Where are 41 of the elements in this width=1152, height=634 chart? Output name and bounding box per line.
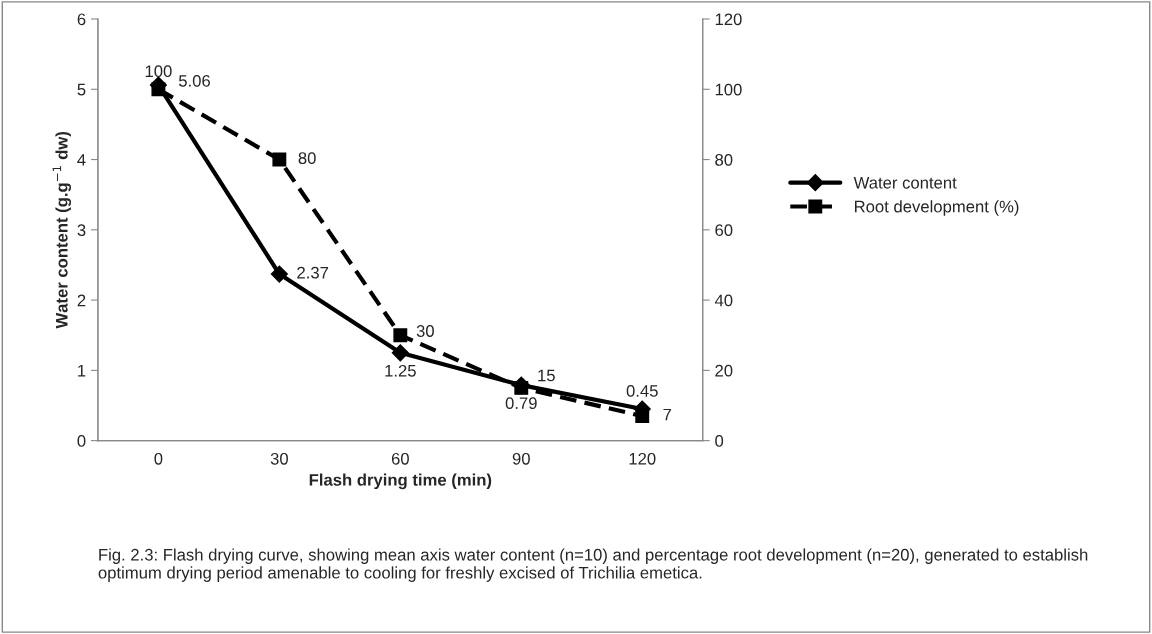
y2-tick-label: 0 [715, 435, 724, 447]
y2-tick-label: 20 [715, 364, 733, 377]
point [635, 409, 650, 423]
x-tick-label: 30 [270, 452, 288, 465]
legend-label: Water content [853, 177, 957, 189]
y-tick-label: 6 [77, 13, 86, 26]
data-label: 80 [298, 152, 316, 165]
y-tick-label: 4 [77, 154, 86, 166]
legend-label: Root development (%) [855, 200, 1019, 216]
data-label: 0.79 [505, 397, 537, 410]
data-label: 7 [663, 408, 672, 421]
point [272, 152, 287, 167]
y2-tick-label: 40 [714, 294, 733, 307]
point [391, 344, 409, 362]
x-tick-label: 90 [512, 452, 530, 465]
y2-tick-label: 60 [715, 224, 733, 237]
x-tick-label: 120 [629, 452, 656, 465]
y-tick-label: 1 [78, 364, 86, 377]
y2-tick-label: 80 [715, 153, 733, 166]
y-tick-label: 3 [77, 224, 86, 237]
data-label: 0.45 [626, 385, 658, 397]
data-label: 15 [538, 369, 555, 382]
point [270, 265, 288, 283]
y-axis-title: Water content (g.g$^{−1}$ dw) [52, 131, 72, 329]
x-axis-title: Flash drying time (min) [309, 473, 492, 490]
data-label: 30 [416, 325, 434, 337]
y2-tick-label: 100 [715, 83, 742, 96]
point [151, 82, 166, 97]
data-label: 5.06 [178, 74, 210, 87]
x-tick-label: 60 [391, 452, 409, 465]
data-label: 100 [145, 65, 172, 78]
y-tick-label: 5 [77, 83, 86, 96]
data-label: 2.37 [297, 266, 329, 279]
point [393, 328, 408, 343]
y2-tick-label: 120 [715, 13, 742, 26]
data-label: 1.25 [385, 364, 416, 377]
x-tick-label: 0 [154, 452, 163, 465]
y-tick-label: 2 [77, 294, 86, 307]
y-tick-label: 0 [77, 435, 86, 447]
point [514, 380, 529, 395]
caption: Fig. 2.3: Flash drying curve, showing mean axis water content (n=10) and percentage root development (n=20), generated to establish optimum drying period amenable to cooling for freshly excised of Trichilia emetica. [98, 548, 1088, 582]
